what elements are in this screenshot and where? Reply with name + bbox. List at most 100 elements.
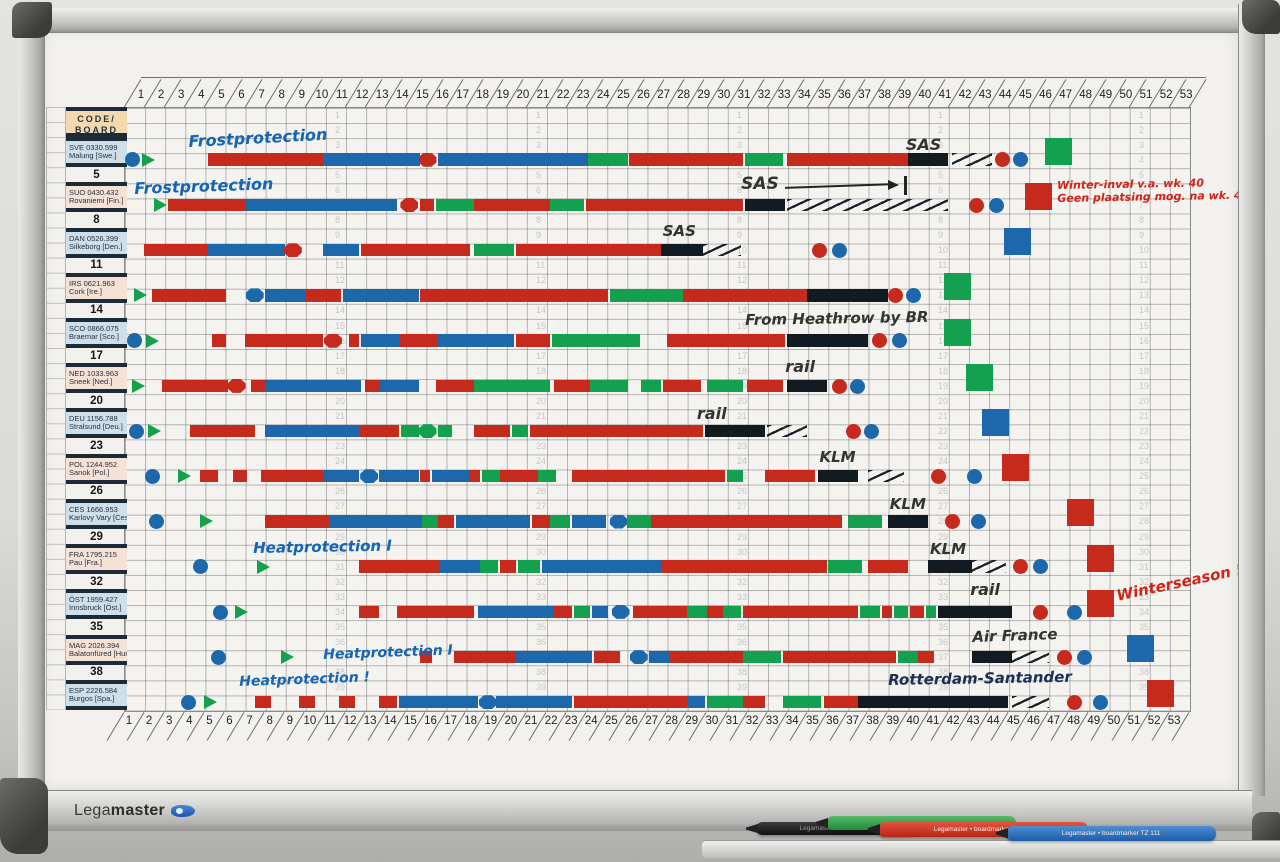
station-card: IRS 0621.963 Cork [Ire.] <box>66 272 127 303</box>
grid-row-number: 38 <box>737 667 748 678</box>
frame-right-rail <box>1238 4 1265 796</box>
station-code: DAN 0526.399 <box>69 233 119 243</box>
magnet-dot-blue <box>1077 649 1093 665</box>
station-code: FRA 1795.215 <box>69 550 117 559</box>
strip-green <box>897 650 918 664</box>
pen-tip <box>996 828 1008 839</box>
magnet-dot-blue <box>864 423 880 439</box>
grid-row-number: 8 <box>1139 215 1145 225</box>
magnet-dot-blue <box>213 604 228 620</box>
pen-tray: Legamaster boardmarkerLegamaster • board… <box>690 806 1280 862</box>
week-number-top: 7 <box>258 89 265 101</box>
grid-row-number: 26 <box>335 486 346 497</box>
grid-row-number: 36 <box>536 637 547 647</box>
station-city: Cork [Ire.] <box>69 286 102 296</box>
grid-row-number: 32 <box>1139 576 1150 587</box>
strip-green <box>626 515 651 528</box>
magnet-dot-blue <box>1033 559 1049 575</box>
sas-arrow-end-tick <box>903 176 907 196</box>
grid-row-number: 24 <box>335 456 346 467</box>
grid-row-number: 24 <box>737 456 748 467</box>
week-number-top: 53 <box>1179 89 1193 101</box>
strip-blue <box>477 605 555 619</box>
grid-row-number: 18 <box>737 365 748 376</box>
station-card: FRA 1795.215 Pau [Fra.] <box>66 544 127 575</box>
sas-arrow-head <box>887 180 899 191</box>
magnet-triangle-green <box>280 650 294 664</box>
week-number-top: 16 <box>436 89 449 101</box>
grid-row-number: 39 <box>536 682 547 693</box>
grid-row-number: 27 <box>335 501 346 512</box>
strip-green <box>847 515 882 528</box>
strip-black <box>807 289 888 302</box>
strip-red <box>650 515 842 528</box>
magnet-square-red <box>1066 499 1094 527</box>
week-number-bottom: 29 <box>685 715 699 727</box>
strip-blue <box>648 650 669 664</box>
strip-green <box>590 379 629 393</box>
grid-row-number: 31 <box>536 561 547 572</box>
magnet-hexagon-red <box>283 243 302 258</box>
week-number-bottom: 34 <box>785 715 799 727</box>
magnet-square-blue <box>1127 634 1154 662</box>
hatched-strip <box>787 198 949 212</box>
annotation-dark-text: rail <box>696 404 727 424</box>
grid-row-number: 29 <box>1139 531 1150 542</box>
week-number-bottom: 16 <box>424 715 437 727</box>
grid-row-number: 38 <box>335 667 346 678</box>
grid-row-number: 26 <box>1139 486 1150 497</box>
annotation-red-text: Winter-inval v.a. wk. 40 Geen plaatsing m… <box>1057 176 1249 206</box>
week-number-top: 14 <box>395 89 409 101</box>
magnet-square-red <box>1147 680 1175 708</box>
week-header-topline <box>141 77 1207 78</box>
strip-red <box>666 334 786 347</box>
strip-red <box>339 695 356 709</box>
station-code: DEU 1156.788 <box>69 414 118 424</box>
magnet-dot-red <box>846 423 862 439</box>
week-number-bottom: 12 <box>343 715 357 727</box>
week-number-bottom: 3 <box>165 715 173 727</box>
grid-row-number: 35 <box>536 621 547 632</box>
week-number-bottom: 43 <box>966 715 980 727</box>
week-number-bottom: 13 <box>363 715 377 727</box>
strip-red <box>264 515 329 528</box>
week-number-top: 9 <box>298 89 305 101</box>
week-number-top: 5 <box>218 89 225 101</box>
strip-red <box>419 289 609 302</box>
week-number-bottom: 38 <box>866 715 880 727</box>
strip-blue <box>439 560 480 573</box>
grid-row-number: 21 <box>536 410 547 421</box>
grid-row-number: 21 <box>1139 410 1150 421</box>
strip-red <box>190 424 255 438</box>
grid-row-number: 2 <box>1139 124 1145 135</box>
hatched-strip <box>767 424 808 438</box>
grid-row-number: 29 <box>938 531 949 542</box>
magnet-dot-blue <box>988 197 1004 213</box>
grid-row-number: 12 <box>1139 275 1150 286</box>
week-number-top: 17 <box>456 89 469 101</box>
strip-blue <box>431 469 470 483</box>
magnet-dot-blue <box>970 514 986 530</box>
strip-red <box>435 379 474 393</box>
week-number-bottom: 31 <box>725 715 739 727</box>
station-card: ESP 2226.584 Burgos [Spa.] <box>66 679 127 710</box>
magnet-hexagon-blue <box>360 469 379 484</box>
grid-row-number: 22 <box>1139 426 1150 436</box>
station-city: Rovaniemi [Fin.] <box>69 196 124 206</box>
week-number-bottom: 49 <box>1087 715 1101 727</box>
station-card: DEU 1156.788 Stralsund [Deu.] <box>66 408 127 439</box>
week-number-bottom: 24 <box>584 715 598 727</box>
week-number-bottom: 44 <box>986 715 1000 727</box>
strip-green <box>723 605 742 619</box>
grid-row-number: 36 <box>335 637 346 647</box>
week-number-bottom: 11 <box>324 715 336 727</box>
grid-row-number: 1 <box>737 109 743 120</box>
week-number-bottom: 2 <box>145 715 153 727</box>
station-city: Karlovy Vary [Ces.] <box>69 512 127 522</box>
strip-black <box>660 243 703 257</box>
magnet-triangle-green <box>142 152 156 167</box>
strip-blue <box>592 605 609 619</box>
magnet-dot-blue <box>906 288 922 303</box>
grid-row-number: 12 <box>938 275 949 286</box>
station-city: Sanok [Pol.] <box>69 467 110 477</box>
